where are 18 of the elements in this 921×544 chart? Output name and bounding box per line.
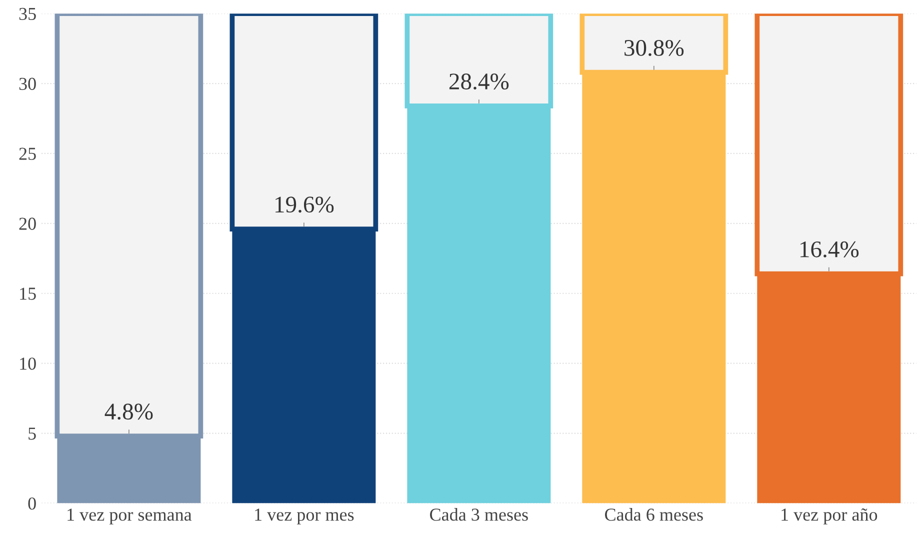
x-tick-label: Cada 3 meses [430,508,528,521]
data-label: 19.6% [276,196,334,213]
x-tick-label: Cada 6 meses [605,508,703,521]
y-tick-label: 25 [19,148,36,160]
data-label: 4.8% [104,404,153,420]
data-label: 16.4% [800,241,859,258]
x-tick-label: 1 vez por mes [255,508,354,524]
y-tick-label: 5 [28,428,36,440]
data-label: 28.4% [449,74,509,90]
y-tick-label: 20 [19,218,36,230]
y-tick-label: 15 [20,288,36,300]
y-tick-label: 35 [19,8,36,20]
y-tick-label: 0 [28,497,36,510]
x-tick-label: 1 vez por semana [68,508,192,524]
data-label: 30.8% [624,40,684,56]
x-tick-label: 1 vez por año [782,508,878,524]
y-tick-label: 10 [20,358,36,370]
y-tick-label: 30 [19,78,36,90]
